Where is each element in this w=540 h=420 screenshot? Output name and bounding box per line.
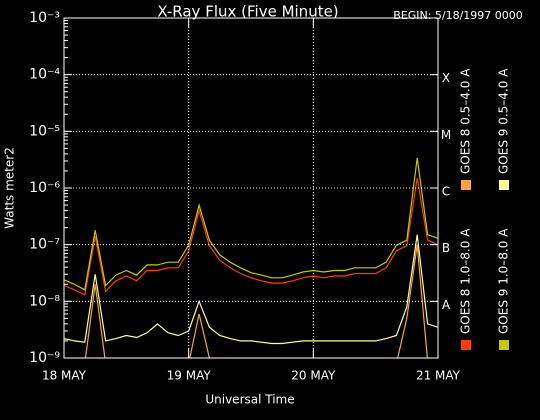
y-axis-label: Watts meter2 <box>3 147 17 229</box>
y-tick-label: 10⁻⁸ <box>29 293 60 309</box>
y-tick-label: 10⁻⁹ <box>29 350 60 366</box>
legend-swatch <box>461 340 471 350</box>
y-tick-label: 10⁻⁵ <box>29 123 60 139</box>
series-line <box>64 177 438 296</box>
flare-class-label: M <box>441 128 451 142</box>
x-tick-label: 20 MAY <box>291 369 336 383</box>
x-tick-label: 18 MAY <box>42 369 87 383</box>
legend-swatch <box>499 340 509 350</box>
x-tick-label: 21 MAY <box>416 369 461 383</box>
x-axis-label: Universal Time <box>205 393 294 407</box>
legend-label: GOES 9 1.0–8.0 A <box>497 228 511 334</box>
y-tick-label: 10⁻⁷ <box>29 237 60 253</box>
series-line <box>64 234 438 345</box>
legend-label: GOES 9 0.5–4.0 A <box>497 68 511 174</box>
y-tick-label: 10⁻³ <box>29 10 60 26</box>
flare-class-label: B <box>442 241 450 255</box>
flare-class-label: A <box>442 298 451 312</box>
y-tick-label: 10⁻⁴ <box>29 67 60 83</box>
flare-class-label: X <box>442 71 450 85</box>
series-line <box>64 157 438 291</box>
legend-swatch <box>499 180 509 190</box>
series-line <box>84 244 428 358</box>
x-tick-label: 19 MAY <box>167 369 212 383</box>
legend-swatch <box>461 180 471 190</box>
legend-label: GOES 8 0.5–4.0 A <box>459 68 473 174</box>
y-tick-label: 10⁻⁶ <box>29 180 60 196</box>
legend-label: GOES 8 1.0–8.0 A <box>459 228 473 334</box>
chart-title: X-Ray Flux (Five Minute) <box>157 3 338 21</box>
plot-area <box>64 157 438 358</box>
flare-class-label: C <box>442 185 450 199</box>
begin-label: BEGIN: 5/18/1997 0000 <box>393 9 523 22</box>
